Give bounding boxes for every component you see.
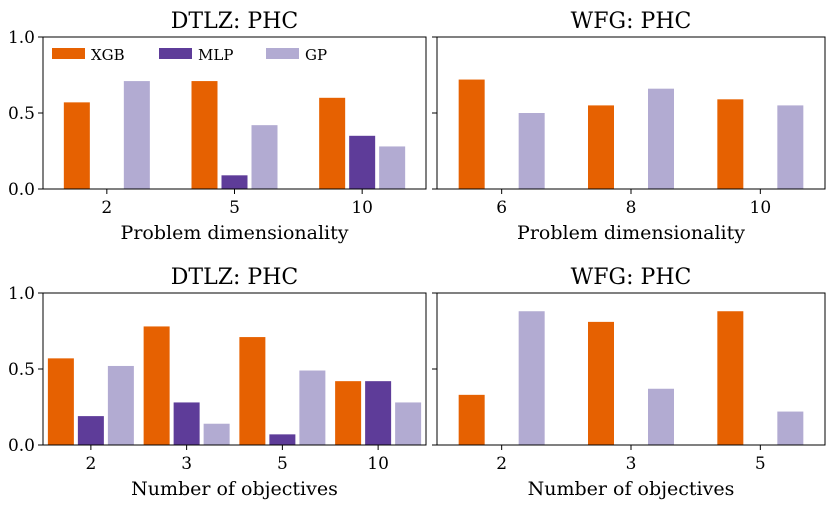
- y-tick-label: 0.0: [8, 180, 35, 200]
- y-tick-label: 0.5: [8, 104, 35, 124]
- x-tick-label: 5: [277, 454, 288, 474]
- bar-gp: [518, 311, 545, 445]
- bar-xgb: [717, 311, 744, 445]
- bar-gp: [107, 365, 134, 445]
- x-tick-label: 3: [626, 454, 637, 474]
- bar-gp: [123, 81, 150, 189]
- y-tick-label: 0.0: [8, 436, 35, 456]
- bar-gp: [395, 402, 422, 445]
- x-tick-label: 2: [85, 454, 96, 474]
- bar-xgb: [143, 326, 170, 445]
- bar-gp: [203, 423, 230, 445]
- bar-gp: [777, 105, 804, 189]
- x-tick-label: 6: [496, 198, 507, 218]
- legend: XGB MLP GP: [52, 46, 327, 64]
- bar-mlp: [173, 402, 200, 445]
- bar-xgb: [335, 381, 362, 445]
- bar-mlp: [349, 135, 376, 189]
- plot-frame: [436, 36, 826, 190]
- legend-label: GP: [305, 46, 327, 64]
- x-tick-label: 2: [101, 198, 112, 218]
- bar-mlp: [365, 381, 392, 445]
- bar-gp: [251, 125, 278, 189]
- chart-title: DTLZ: PHC: [171, 9, 298, 34]
- y-tick-label: 1.0: [8, 284, 35, 304]
- plot-frame: [42, 36, 427, 190]
- x-tick-label: 10: [367, 454, 389, 474]
- bar-xgb: [458, 394, 485, 445]
- plot-frame: [42, 292, 427, 446]
- bar-xgb: [588, 105, 614, 189]
- bar-mlp: [221, 175, 248, 189]
- bar-gp: [299, 370, 326, 445]
- chart-panel-3: DTLZ: PHC 0.0 0.5 1.0 2 3 5 10 Number of objecti…: [8, 265, 427, 500]
- bar-xgb: [239, 337, 266, 445]
- legend-label: MLP: [198, 46, 233, 64]
- bar-gp: [777, 411, 804, 445]
- x-tick-label: 2: [496, 454, 507, 474]
- bar-gp: [518, 113, 545, 189]
- bar-mlp: [77, 416, 104, 445]
- x-axis-label: Number of objectives: [528, 478, 735, 500]
- chart-title: WFG: PHC: [571, 265, 692, 290]
- x-tick-label: 8: [626, 198, 637, 218]
- bar-xgb: [458, 79, 485, 189]
- x-axis-label: Problem dimensionality: [517, 222, 745, 244]
- legend-swatch-mlp: [159, 48, 192, 59]
- x-tick-label: 5: [755, 454, 766, 474]
- y-tick-label: 0.5: [8, 360, 35, 380]
- bar-gp: [648, 388, 674, 445]
- y-tick-label: 1.0: [8, 28, 35, 48]
- bar-gp: [648, 88, 674, 189]
- bar-xgb: [717, 99, 744, 189]
- x-tick-label: 3: [181, 454, 192, 474]
- plot-frame: [436, 292, 826, 446]
- bar-xgb: [47, 358, 74, 445]
- chart-panel-4: WFG: PHC 2 3 5 Number of objectives: [432, 265, 826, 500]
- x-tick-label: 5: [229, 198, 240, 218]
- bar-xgb: [319, 97, 346, 189]
- bar-gp: [379, 146, 406, 189]
- x-axis-label: Number of objectives: [131, 478, 338, 500]
- x-axis-label: Problem dimensionality: [121, 222, 349, 244]
- legend-swatch-gp: [266, 48, 299, 59]
- bar-xgb: [191, 81, 218, 189]
- legend-swatch-xgb: [52, 48, 85, 59]
- bar-xgb: [63, 102, 90, 189]
- bar-mlp: [269, 434, 296, 445]
- chart-title: DTLZ: PHC: [171, 265, 298, 290]
- legend-label: XGB: [91, 46, 125, 64]
- x-tick-label: 10: [750, 198, 772, 218]
- x-tick-label: 10: [351, 198, 373, 218]
- chart-title: WFG: PHC: [571, 9, 692, 34]
- bar-xgb: [588, 321, 614, 445]
